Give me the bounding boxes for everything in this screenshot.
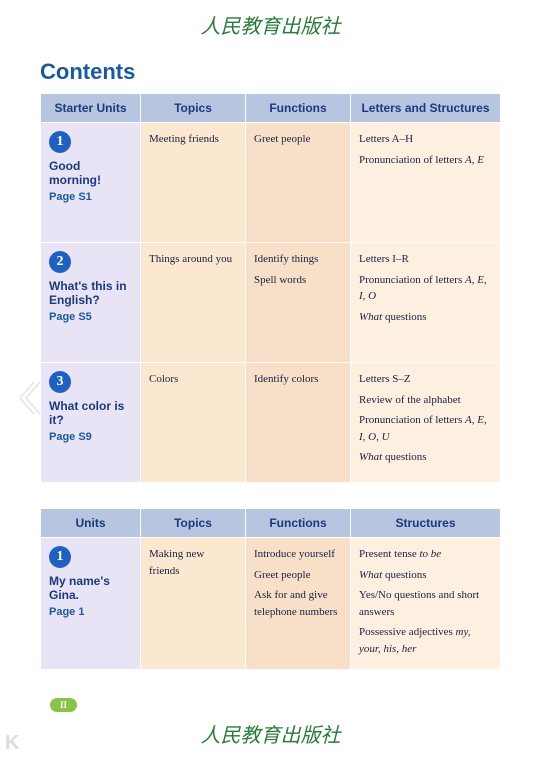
structure-item: Letters I–R — [359, 251, 492, 268]
function-item: Greet people — [254, 567, 342, 584]
function-item: Identify things — [254, 251, 342, 268]
unit-cell: 1 My name's Gina. Page 1 — [41, 538, 141, 670]
unit-title: What's this in English? — [49, 279, 132, 307]
page-reference: Page S5 — [49, 311, 132, 323]
prev-page-arrow[interactable] — [20, 380, 44, 416]
watermark: K — [5, 732, 19, 755]
structure-item: What questions — [359, 309, 492, 326]
structure-item: Letters A–H — [359, 131, 492, 148]
function-item: Greet people — [254, 131, 342, 148]
column-header: Structures — [351, 509, 501, 538]
page-title: Contents — [40, 59, 501, 85]
page-reference: Page S1 — [49, 191, 132, 203]
table-row: 2 What's this in English? Page S5 Things ar… — [41, 243, 501, 363]
table-row: 3 What color is it? Page S9 Colors Identify … — [41, 363, 501, 483]
column-header: Letters and Structures — [351, 94, 501, 123]
unit-title: Good morning! — [49, 159, 132, 187]
structure-item: Pronunciation of letters A, E — [359, 152, 492, 169]
topic-item: Making new friends — [149, 546, 237, 579]
column-header: Topics — [141, 94, 246, 123]
table-row: 1 My name's Gina. Page 1 Making new friends… — [41, 538, 501, 670]
publisher-header: 人民教育出版社 — [0, 0, 541, 49]
structure-item: Pronunciation of letters A, E, I, O, U — [359, 412, 492, 445]
structures-cell: Letters S–Z Review of the alphabet Pronunc… — [351, 363, 501, 483]
topic-item: Colors — [149, 371, 237, 388]
structures-cell: Letters I–R Pronunciation of letters A, E… — [351, 243, 501, 363]
structure-item: Present tense to be — [359, 546, 492, 563]
table-row: 1 Good morning! Page S1 Meeting friends Gree… — [41, 123, 501, 243]
unit-number-badge: 3 — [49, 371, 71, 393]
page-reference: Page 1 — [49, 606, 132, 618]
column-header: Topics — [141, 509, 246, 538]
unit-cell: 3 What color is it? Page S9 — [41, 363, 141, 483]
function-item: Ask for and give telephone numbers — [254, 587, 342, 620]
content-area: Contents Starter UnitsTopicsFunctionsLet… — [0, 59, 541, 670]
unit-title: My name's Gina. — [49, 574, 132, 602]
function-item: Spell words — [254, 272, 342, 289]
topic-item: Things around you — [149, 251, 237, 268]
function-item: Introduce yourself — [254, 546, 342, 563]
functions-cell: Introduce yourself Greet people Ask for an… — [246, 538, 351, 670]
unit-cell: 2 What's this in English? Page S5 — [41, 243, 141, 363]
column-header: Functions — [246, 94, 351, 123]
topics-cell: Making new friends — [141, 538, 246, 670]
unit-number-badge: 1 — [49, 131, 71, 153]
page-reference: Page S9 — [49, 431, 132, 443]
column-header: Functions — [246, 509, 351, 538]
unit-number-badge: 1 — [49, 546, 71, 568]
function-item: Identify colors — [254, 371, 342, 388]
unit-number-badge: 2 — [49, 251, 71, 273]
structure-item: Yes/No questions and short answers — [359, 587, 492, 620]
structure-item: Possessive adjectives my, your, his, her — [359, 624, 492, 657]
publisher-footer: 人民教育出版社 — [0, 713, 541, 748]
structure-item: Letters S–Z — [359, 371, 492, 388]
functions-cell: Identify colors — [246, 363, 351, 483]
functions-cell: Identify things Spell words — [246, 243, 351, 363]
topics-cell: Colors — [141, 363, 246, 483]
units-table: UnitsTopicsFunctionsStructures 1 My name'… — [40, 508, 501, 670]
unit-title: What color is it? — [49, 399, 132, 427]
structure-item: What questions — [359, 567, 492, 584]
unit-cell: 1 Good morning! Page S1 — [41, 123, 141, 243]
page-number-badge: II — [0, 695, 541, 713]
column-header: Starter Units — [41, 94, 141, 123]
functions-cell: Greet people — [246, 123, 351, 243]
structures-cell: Letters A–H Pronunciation of letters A, E — [351, 123, 501, 243]
topics-cell: Things around you — [141, 243, 246, 363]
topics-cell: Meeting friends — [141, 123, 246, 243]
column-header: Units — [41, 509, 141, 538]
structure-item: Review of the alphabet — [359, 392, 492, 409]
structures-cell: Present tense to be What questions Yes/No … — [351, 538, 501, 670]
structure-item: Pronunciation of letters A, E, I, O — [359, 272, 492, 305]
structure-item: What questions — [359, 449, 492, 466]
starter-units-table: Starter UnitsTopicsFunctionsLetters and … — [40, 93, 501, 483]
topic-item: Meeting friends — [149, 131, 237, 148]
